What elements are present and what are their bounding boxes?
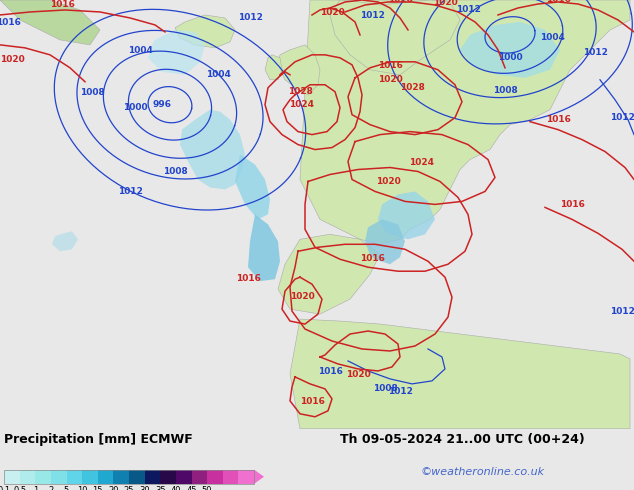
Polygon shape xyxy=(254,469,264,484)
Text: 1004: 1004 xyxy=(540,33,564,42)
Text: 1016: 1016 xyxy=(299,397,325,406)
Bar xyxy=(82,469,98,484)
Text: 0.1: 0.1 xyxy=(0,486,11,490)
Text: 1016: 1016 xyxy=(49,0,74,9)
Text: 1012: 1012 xyxy=(609,307,634,316)
Text: 1016: 1016 xyxy=(318,367,342,376)
Text: 1016: 1016 xyxy=(236,274,261,283)
Polygon shape xyxy=(0,0,100,45)
Text: 1016: 1016 xyxy=(378,61,403,70)
Text: 1012: 1012 xyxy=(387,387,413,396)
Text: 1020: 1020 xyxy=(0,55,24,64)
Bar xyxy=(4,469,254,484)
Text: 1004: 1004 xyxy=(127,46,152,55)
Text: 1020: 1020 xyxy=(378,75,403,84)
Text: 30: 30 xyxy=(139,486,150,490)
Text: 1020: 1020 xyxy=(432,0,457,7)
Polygon shape xyxy=(290,319,630,429)
Text: 1012: 1012 xyxy=(359,11,384,20)
Bar xyxy=(223,469,238,484)
Bar xyxy=(207,469,223,484)
Polygon shape xyxy=(175,15,235,48)
Polygon shape xyxy=(235,154,270,220)
Text: 1008: 1008 xyxy=(163,168,188,176)
Text: 1012: 1012 xyxy=(609,113,634,122)
Text: 1016: 1016 xyxy=(0,18,20,27)
Bar xyxy=(113,469,129,484)
Text: 1028: 1028 xyxy=(288,87,313,96)
Polygon shape xyxy=(330,0,460,75)
Bar xyxy=(191,469,207,484)
Text: 1020: 1020 xyxy=(346,370,370,379)
Text: 1020: 1020 xyxy=(375,177,401,187)
Bar xyxy=(67,469,82,484)
Text: Th 09-05-2024 21..00 UTC (00+24): Th 09-05-2024 21..00 UTC (00+24) xyxy=(340,433,585,446)
Polygon shape xyxy=(248,215,280,281)
Bar xyxy=(20,469,36,484)
Text: 1024: 1024 xyxy=(290,99,314,109)
Text: 5: 5 xyxy=(64,486,69,490)
Text: 2: 2 xyxy=(48,486,53,490)
Bar xyxy=(98,469,113,484)
Text: 1008: 1008 xyxy=(373,384,398,393)
Text: 10: 10 xyxy=(77,486,87,490)
Polygon shape xyxy=(378,192,435,239)
Text: 35: 35 xyxy=(155,486,165,490)
Text: 996: 996 xyxy=(153,99,172,109)
Polygon shape xyxy=(265,55,282,80)
Text: 1012: 1012 xyxy=(117,188,143,196)
Text: Precipitation [mm] ECMWF: Precipitation [mm] ECMWF xyxy=(4,433,193,446)
Text: 1016: 1016 xyxy=(546,0,571,4)
Polygon shape xyxy=(278,234,380,314)
Text: 20: 20 xyxy=(108,486,119,490)
Polygon shape xyxy=(365,220,405,264)
Text: 1016: 1016 xyxy=(546,115,571,123)
Text: 1000: 1000 xyxy=(123,103,147,112)
Text: 1028: 1028 xyxy=(387,0,413,4)
Text: 1000: 1000 xyxy=(498,53,522,62)
Text: 15: 15 xyxy=(93,486,103,490)
Bar xyxy=(36,469,51,484)
Bar xyxy=(160,469,176,484)
Text: ©weatheronline.co.uk: ©weatheronline.co.uk xyxy=(420,466,544,477)
Text: 1008: 1008 xyxy=(493,86,517,95)
Text: 1016: 1016 xyxy=(560,200,585,209)
Bar xyxy=(176,469,191,484)
Polygon shape xyxy=(300,0,630,245)
Text: 1020: 1020 xyxy=(320,8,345,17)
Polygon shape xyxy=(180,110,245,190)
Text: 40: 40 xyxy=(171,486,181,490)
Text: 1012: 1012 xyxy=(583,48,607,57)
Text: 1012: 1012 xyxy=(238,13,262,22)
Text: 1: 1 xyxy=(32,486,38,490)
Bar xyxy=(51,469,67,484)
Text: 1024: 1024 xyxy=(410,157,434,167)
Bar xyxy=(145,469,160,484)
Text: 0.5: 0.5 xyxy=(13,486,26,490)
Polygon shape xyxy=(278,45,320,95)
Text: 1008: 1008 xyxy=(80,88,105,97)
Bar xyxy=(4,469,20,484)
Text: 25: 25 xyxy=(124,486,134,490)
Polygon shape xyxy=(460,22,560,78)
Polygon shape xyxy=(52,231,78,251)
Text: 45: 45 xyxy=(186,486,197,490)
Bar xyxy=(129,469,145,484)
Polygon shape xyxy=(148,30,205,75)
Bar xyxy=(238,469,254,484)
Text: 1012: 1012 xyxy=(456,5,481,14)
Text: 1004: 1004 xyxy=(205,70,230,79)
Text: 1028: 1028 xyxy=(399,83,424,92)
Text: 50: 50 xyxy=(202,486,212,490)
Text: 1016: 1016 xyxy=(359,254,384,263)
Text: 1020: 1020 xyxy=(290,292,314,301)
